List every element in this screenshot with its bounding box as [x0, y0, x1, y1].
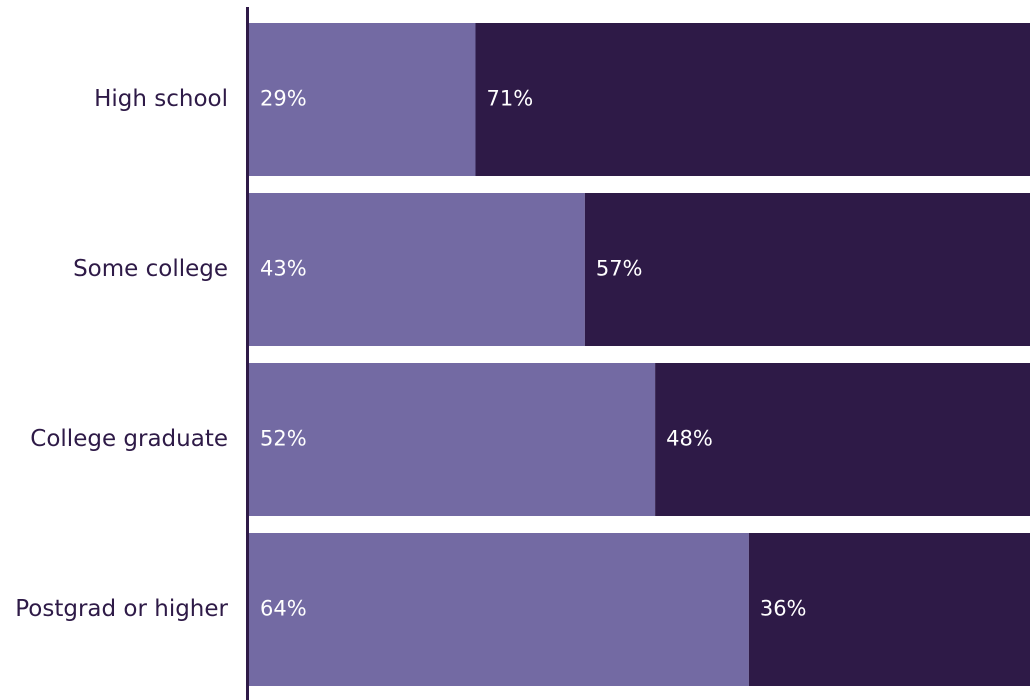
- bar-segment: [655, 363, 1030, 516]
- value-label: 29%: [260, 87, 307, 111]
- value-label: 71%: [486, 87, 533, 111]
- value-label: 48%: [666, 427, 713, 451]
- category-label: Postgrad or higher: [15, 596, 228, 622]
- bar-segment: [249, 533, 749, 686]
- bars-group: [249, 23, 1030, 686]
- value-label: 36%: [760, 597, 807, 621]
- value-labels-group: 29% 71% 43% 57% 52% 48% 64% 36%: [260, 87, 807, 621]
- category-label: High school: [94, 86, 228, 112]
- value-label: 52%: [260, 427, 307, 451]
- value-label: 57%: [596, 257, 643, 281]
- category-label: Some college: [73, 256, 228, 282]
- category-label: College graduate: [30, 426, 228, 452]
- bar-segment: [748, 533, 1030, 686]
- value-label: 43%: [260, 257, 307, 281]
- bar-segment: [249, 23, 476, 176]
- bar-segment: [475, 23, 1030, 176]
- bar-segment: [249, 363, 656, 516]
- category-labels-group: High school Some college College graduate P…: [15, 86, 228, 622]
- bar-segment: [249, 193, 585, 346]
- value-label: 64%: [260, 597, 307, 621]
- bar-segment: [584, 193, 1030, 346]
